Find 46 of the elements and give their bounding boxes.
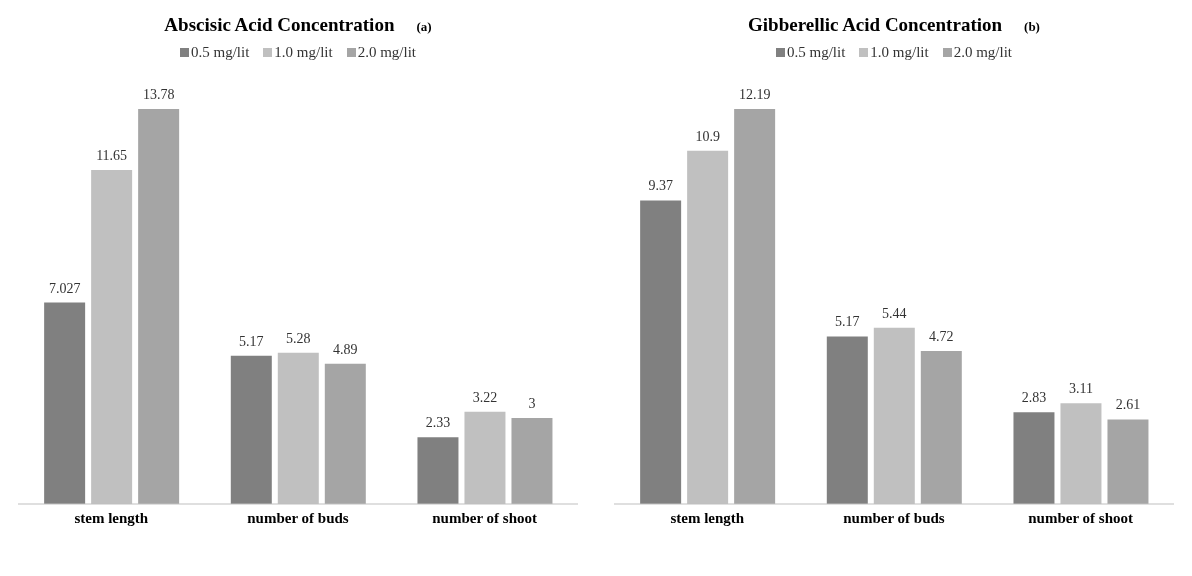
data-label: 5.44 bbox=[882, 305, 907, 321]
x-tick-label: stem length bbox=[670, 509, 745, 526]
data-label: 7.027 bbox=[48, 280, 81, 296]
bar bbox=[417, 437, 459, 504]
legend-label: 2.0 mg/lit bbox=[952, 44, 1013, 61]
legend-label: 1.0 mg/lit bbox=[869, 44, 929, 61]
bar bbox=[138, 109, 180, 504]
data-label: 10.9 bbox=[695, 128, 720, 144]
text: (b) bbox=[1024, 19, 1040, 34]
data-label: 3.11 bbox=[1068, 381, 1093, 397]
x-tick-label: stem length bbox=[74, 509, 149, 526]
data-label: 4.89 bbox=[333, 341, 358, 357]
legend-label: 0.5 mg/lit bbox=[786, 44, 846, 61]
bar bbox=[324, 363, 366, 504]
data-label: 2.83 bbox=[1021, 390, 1047, 406]
data-label: 3.22 bbox=[472, 389, 498, 405]
chart-title: Abscisic Acid Concentration bbox=[164, 14, 395, 35]
data-label: 5.28 bbox=[286, 330, 311, 346]
x-tick-label: number of buds bbox=[843, 509, 945, 526]
chart-title: Gibberellic Acid Concentration bbox=[748, 14, 1003, 35]
bar bbox=[1013, 412, 1055, 504]
data-label: 12.19 bbox=[738, 87, 771, 102]
x-tick-label: number of shoot bbox=[432, 509, 538, 526]
data-label: 5.17 bbox=[835, 314, 860, 330]
data-label: 2.33 bbox=[425, 415, 451, 431]
data-label: 3 bbox=[528, 396, 536, 412]
bar bbox=[640, 200, 682, 504]
bar bbox=[1107, 419, 1149, 504]
data-label: 13.78 bbox=[142, 87, 175, 102]
bar bbox=[734, 109, 776, 504]
legend-label: 0.5 mg/lit bbox=[190, 44, 250, 61]
data-label: 11.65 bbox=[96, 148, 128, 164]
bar bbox=[511, 418, 553, 504]
bar bbox=[230, 355, 272, 504]
legend-label: 2.0 mg/lit bbox=[356, 44, 417, 61]
data-label: 9.37 bbox=[648, 178, 673, 194]
data-label: 2.61 bbox=[1115, 397, 1141, 413]
legend-label: 1.0 mg/lit bbox=[273, 44, 333, 61]
bar bbox=[920, 351, 962, 504]
data-label: 5.17 bbox=[239, 333, 264, 349]
x-tick-label: number of shoot bbox=[1028, 509, 1134, 526]
x-tick-label: number of buds bbox=[247, 509, 349, 526]
text: (a) bbox=[416, 19, 432, 34]
data-label: 4.72 bbox=[929, 329, 954, 345]
bar bbox=[826, 336, 868, 504]
bar bbox=[44, 302, 86, 504]
